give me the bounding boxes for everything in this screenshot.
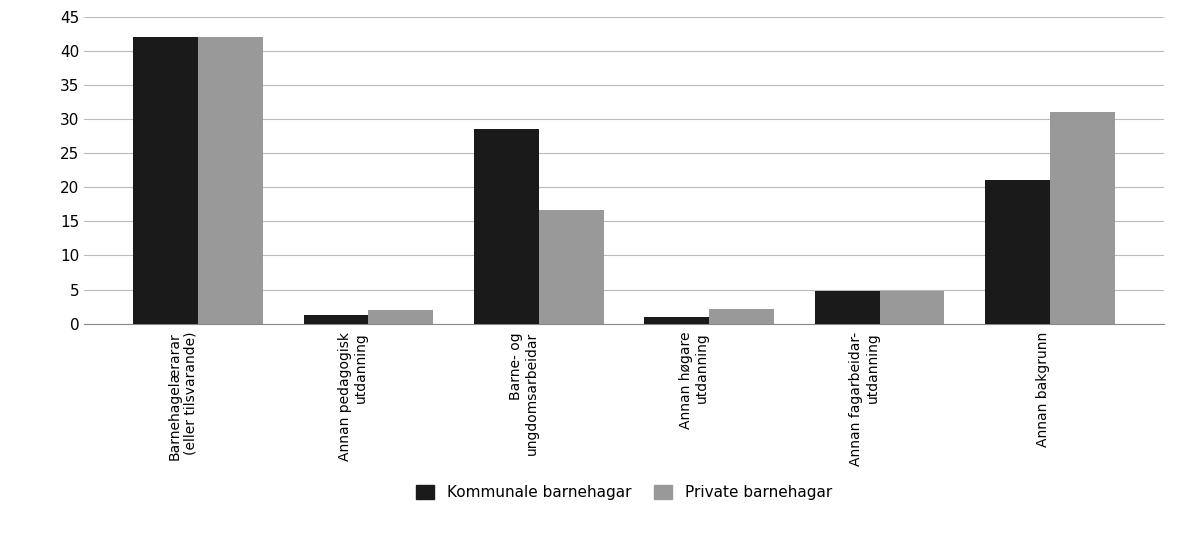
Bar [644, 317, 709, 324]
Bar [709, 309, 774, 324]
Bar [1050, 112, 1115, 324]
Bar [985, 180, 1050, 324]
Bar [368, 310, 433, 324]
Legend: Kommunale barnehagar, Private barnehagar: Kommunale barnehagar, Private barnehagar [410, 479, 838, 506]
Bar [133, 37, 198, 324]
Bar [539, 210, 604, 324]
Bar [304, 315, 368, 324]
Bar [198, 37, 263, 324]
Bar [474, 129, 539, 324]
Bar [815, 291, 880, 324]
Bar [880, 291, 944, 324]
